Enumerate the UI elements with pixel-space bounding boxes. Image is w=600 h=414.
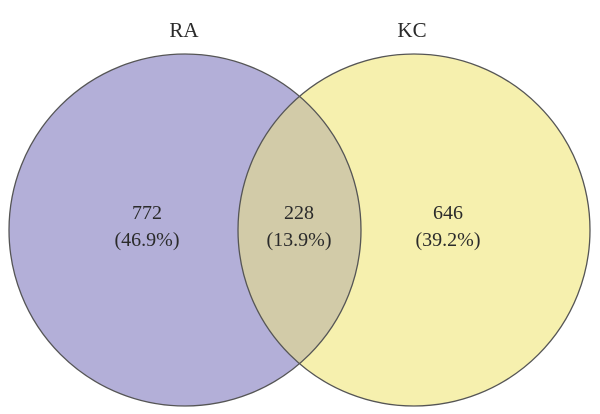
kc-only-percent: (39.2%) — [416, 229, 481, 251]
kc-circle-outline — [237, 53, 591, 407]
intersection-percent: (13.9%) — [267, 229, 332, 251]
kc-only-count: 646 — [433, 202, 463, 224]
ra-only-count: 772 — [132, 202, 162, 224]
ra-only-percent: (46.9%) — [115, 229, 180, 251]
set-label-kc: KC — [397, 18, 426, 42]
ra-circle-outline — [8, 53, 362, 407]
set-label-ra: RA — [169, 18, 199, 42]
overlap-region — [238, 54, 361, 406]
intersection-count: 228 — [284, 202, 314, 224]
